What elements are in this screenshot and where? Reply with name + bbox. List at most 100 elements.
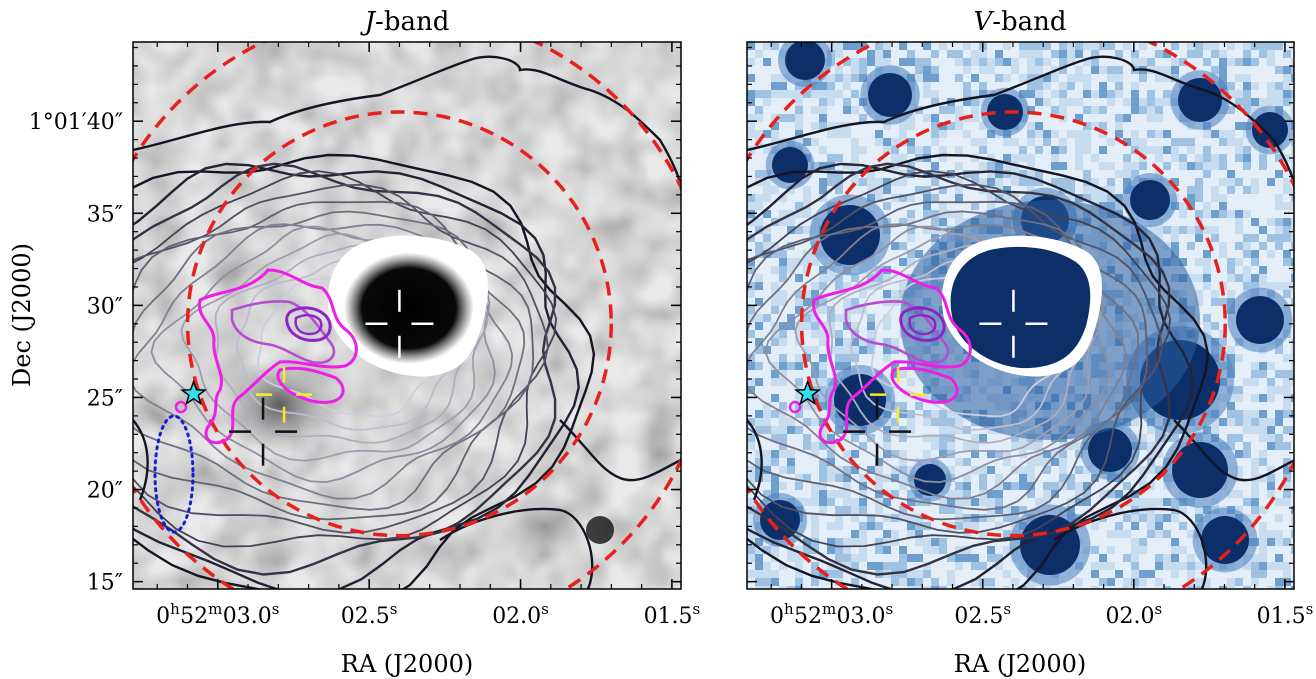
- v-pixel: [1291, 186, 1294, 194]
- v-pixel: [923, 546, 931, 554]
- panel-j-band: J-band 0h 52m 03.0s 02.5s 02.0s 01.5s 1°…: [8, 7, 700, 678]
- v-pixel: [795, 90, 803, 98]
- v-pixel: [1219, 50, 1227, 58]
- v-pixel: [1211, 210, 1219, 218]
- panel-v-title-rest: -band: [992, 7, 1066, 37]
- v-pixel: [1131, 130, 1139, 138]
- v-pixel: [1275, 42, 1283, 50]
- panel-j-ticks: 0h 52m 03.0s 02.5s 02.0s 01.5s 1°01′40″3…: [29, 42, 700, 629]
- v-pixel: [1083, 82, 1091, 90]
- v-pixel: [811, 418, 819, 426]
- v-pixel: [803, 322, 811, 330]
- v-pixel: [1051, 154, 1059, 162]
- v-pixel: [1123, 482, 1131, 490]
- v-pixel: [947, 506, 955, 514]
- v-pixel: [1083, 138, 1091, 146]
- v-pixel: [1107, 186, 1115, 194]
- v-pixel: [1235, 434, 1243, 442]
- v-pixel: [835, 66, 843, 74]
- v-pixel: [843, 282, 851, 290]
- v-pixel: [923, 74, 931, 82]
- v-pixel: [1227, 578, 1235, 586]
- v-pixel: [1259, 530, 1267, 538]
- v-pixel: [1035, 170, 1043, 178]
- v-pixel: [955, 218, 963, 226]
- v-pixel: [1131, 82, 1139, 90]
- v-pixel: [955, 106, 963, 114]
- v-pixel: [1275, 82, 1283, 90]
- v-pixel: [747, 130, 755, 138]
- panel-j-xlabel: RA (J2000): [341, 650, 473, 678]
- v-pixel: [1019, 482, 1027, 490]
- v-pixel: [891, 402, 899, 410]
- v-pixel: [795, 226, 803, 234]
- v-pixel: [923, 562, 931, 570]
- v-pixel: [1227, 42, 1235, 50]
- v-pixel: [1243, 210, 1251, 218]
- v-pixel: [1011, 66, 1019, 74]
- v-pixel: [971, 178, 979, 186]
- v-pixel: [803, 186, 811, 194]
- v-pixel: [963, 66, 971, 74]
- v-pixel: [1163, 530, 1171, 538]
- v-pixel: [1283, 458, 1291, 466]
- v-pixel: [859, 338, 867, 346]
- v-pixel: [915, 250, 923, 258]
- v-pixel: [1179, 210, 1187, 218]
- v-pixel: [755, 130, 763, 138]
- v-pixel: [1003, 506, 1011, 514]
- v-pixel: [819, 178, 827, 186]
- v-pixel: [955, 58, 963, 66]
- v-pixel: [1235, 506, 1243, 514]
- v-pixel: [891, 362, 899, 370]
- v-pixel: [1139, 578, 1147, 586]
- v-pixel: [1019, 506, 1027, 514]
- v-pixel: [1107, 90, 1115, 98]
- v-pixel: [971, 90, 979, 98]
- v-pixel: [1211, 42, 1219, 50]
- v-pixel: [971, 74, 979, 82]
- v-pixel: [755, 106, 763, 114]
- x-tick-part: 0: [156, 604, 170, 629]
- v-pixel: [1227, 210, 1235, 218]
- v-pixel: [867, 562, 875, 570]
- v-pixel: [843, 490, 851, 498]
- v-pixel: [1131, 106, 1139, 114]
- v-pixel: [1283, 258, 1291, 266]
- v-pixel: [963, 42, 971, 50]
- v-pixel: [779, 482, 787, 490]
- v-pixel: [1035, 90, 1043, 98]
- v-pixel: [1251, 394, 1259, 402]
- v-pixel: [1139, 482, 1147, 490]
- v-pixel: [907, 378, 915, 386]
- v-pixel: [931, 418, 939, 426]
- v-pixel: [1227, 490, 1235, 498]
- v-pixel: [1075, 130, 1083, 138]
- v-pixel: [1275, 202, 1283, 210]
- v-pixel: [851, 530, 859, 538]
- v-pixel: [1003, 586, 1011, 589]
- v-pixel: [755, 338, 763, 346]
- v-pixel: [763, 578, 771, 586]
- v-pixel: [971, 578, 979, 586]
- v-pixel: [1131, 586, 1139, 589]
- v-pixel: [915, 522, 923, 530]
- v-pixel: [891, 466, 899, 474]
- v-pixel: [907, 114, 915, 122]
- v-pixel: [835, 546, 843, 554]
- v-pixel: [1067, 186, 1075, 194]
- v-pixel: [891, 346, 899, 354]
- v-pixel: [931, 410, 939, 418]
- v-pixel: [1131, 562, 1139, 570]
- v-pixel: [1075, 42, 1083, 50]
- v-pixel: [1075, 74, 1083, 82]
- v-pixel: [1195, 258, 1203, 266]
- v-pixel: [1011, 482, 1019, 490]
- v-pixel: [1035, 178, 1043, 186]
- v-pixel: [747, 258, 755, 266]
- v-pixel: [1147, 98, 1155, 106]
- v-pixel: [1099, 42, 1107, 50]
- v-pixel: [883, 122, 891, 130]
- v-pixel: [1211, 130, 1219, 138]
- v-pixel: [1187, 162, 1195, 170]
